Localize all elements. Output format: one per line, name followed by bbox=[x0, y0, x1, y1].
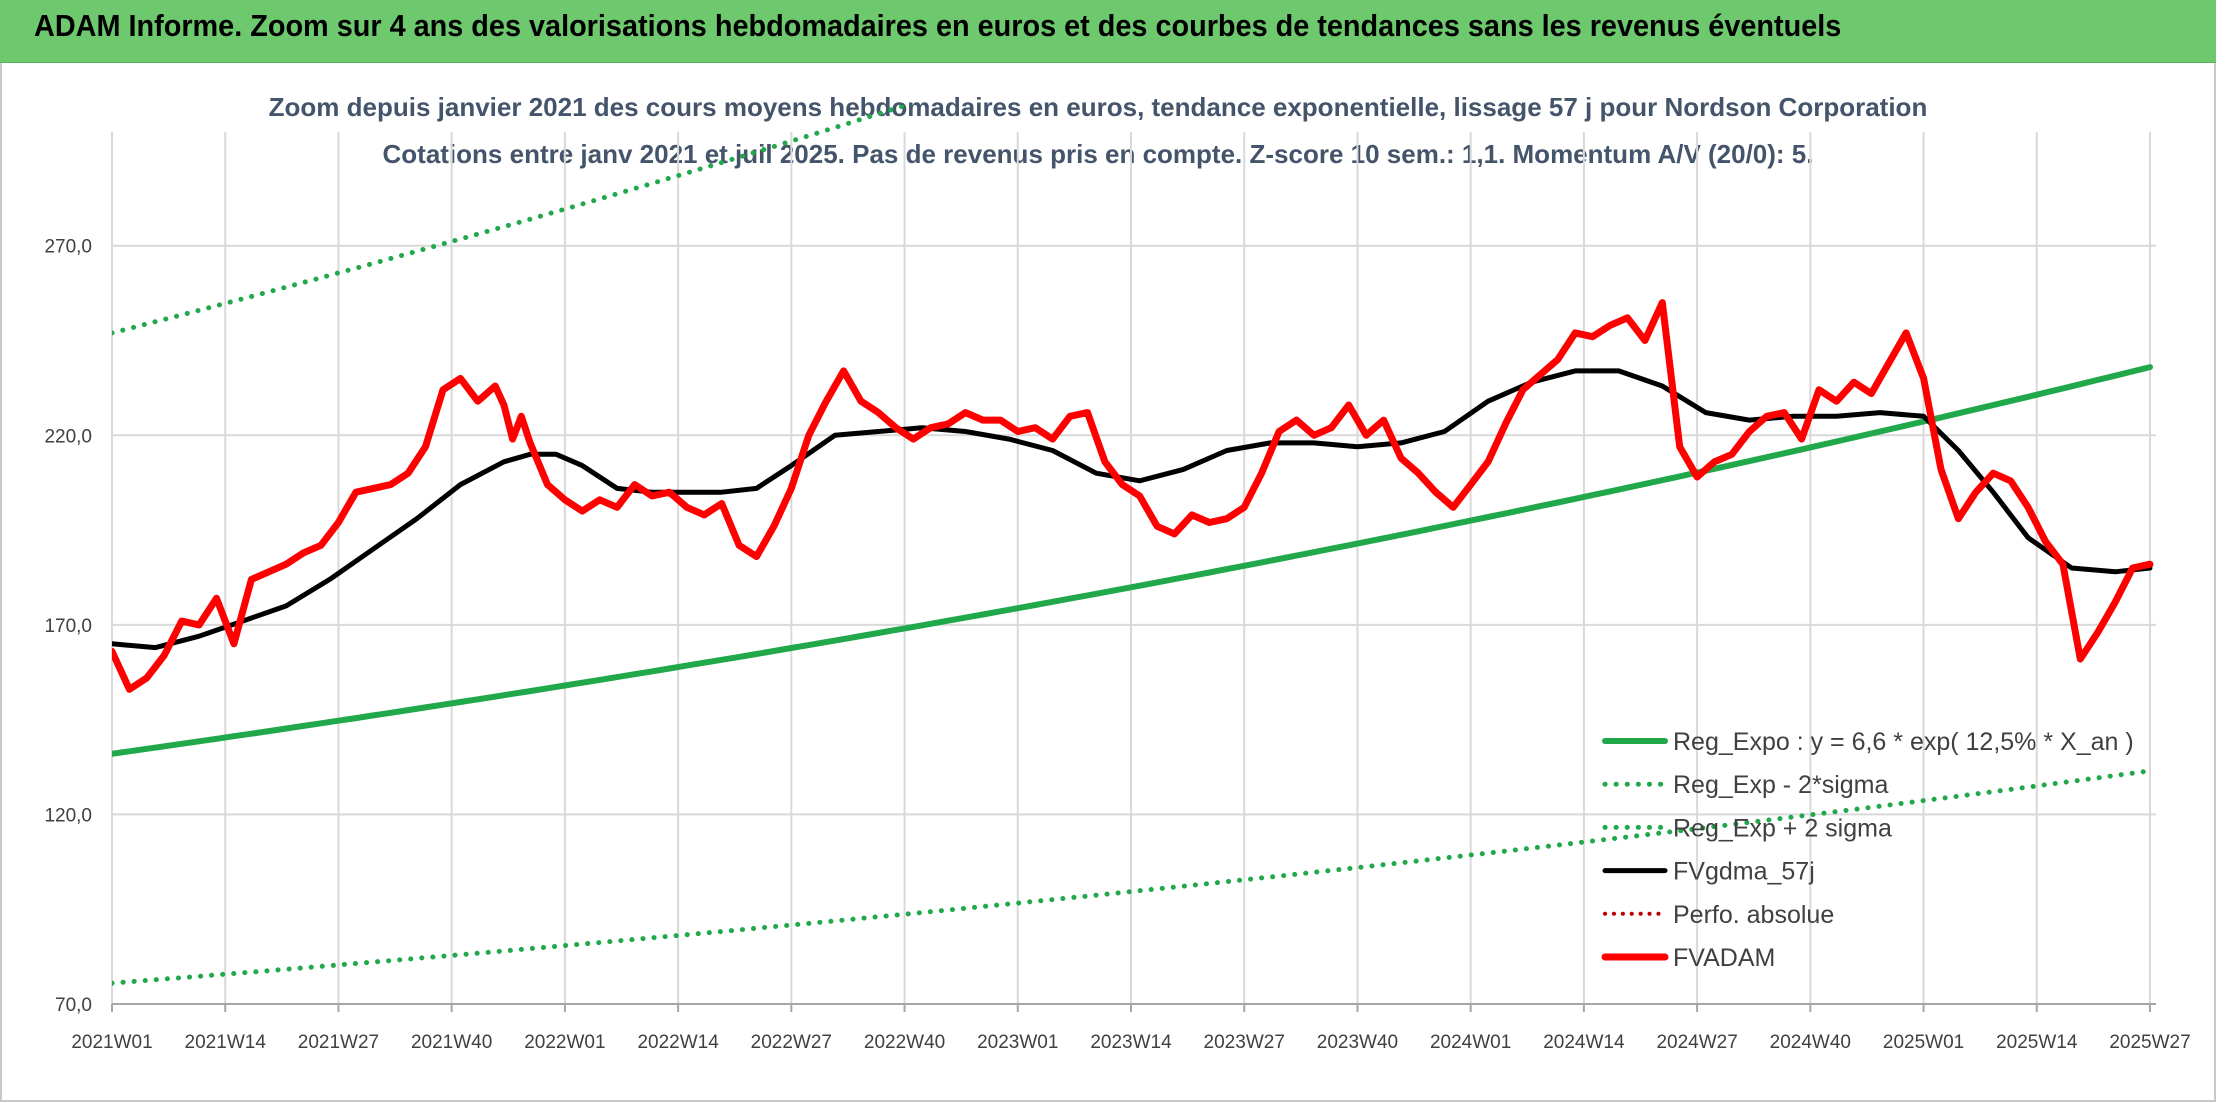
y-tick-label: 70,0 bbox=[55, 995, 92, 1016]
legend-label: Reg_Exp - 2*sigma bbox=[1673, 771, 1888, 799]
legend-label: Perfo. absolue bbox=[1673, 901, 1834, 929]
x-tick-label: 2023W14 bbox=[1090, 1032, 1172, 1053]
series-line-fvgdma-57j bbox=[112, 368, 2153, 651]
x-tick-label: 2022W14 bbox=[637, 1032, 719, 1053]
axis: 70,0 120,0 170,0 220,0 270,0 2021W01 2021W14 20… bbox=[44, 237, 2190, 1053]
chart-title: Zoom depuis janvier 2021 des cours moyen… bbox=[269, 92, 1928, 122]
y-tick-label: 170,0 bbox=[44, 616, 92, 637]
legend-label: FVgdma_57j bbox=[1673, 858, 1815, 886]
x-tick-label: 2024W14 bbox=[1543, 1032, 1625, 1053]
series-line-reg-expo-y-6-6-exp-12-5-x-an bbox=[112, 364, 2153, 757]
legend-label: Reg_Exp + 2 sigma bbox=[1673, 814, 1892, 842]
legend: Reg_Expo : y = 6,6 * exp( 12,5% * X_an )… bbox=[1601, 728, 2134, 972]
series-line-fvadam bbox=[112, 299, 2154, 693]
legend-item: FVgdma_57j bbox=[1602, 858, 1815, 886]
series-layer bbox=[112, 105, 2154, 986]
legend-item: FVADAM bbox=[1601, 944, 1775, 972]
grid bbox=[111, 132, 2156, 1005]
y-tick-label: 220,0 bbox=[44, 426, 92, 447]
x-tick-label: 2021W14 bbox=[185, 1032, 267, 1053]
series-line-reg-exp-2-sigma bbox=[112, 768, 2153, 986]
x-tick-label: 2021W01 bbox=[71, 1032, 152, 1053]
x-tick-label: 2025W14 bbox=[1996, 1032, 2078, 1053]
legend-item: Reg_Exp + 2 sigma bbox=[1602, 814, 1892, 842]
legend-label: Reg_Expo : y = 6,6 * exp( 12,5% * X_an ) bbox=[1673, 728, 2134, 756]
x-tick-label: 2024W27 bbox=[1656, 1032, 1737, 1053]
legend-item: Perfo. absolue bbox=[1603, 901, 1834, 929]
x-tick-label: 2025W01 bbox=[1883, 1032, 1964, 1053]
x-tick-label: 2023W40 bbox=[1317, 1032, 1398, 1053]
chart-subtitle: Cotations entre janv 2021 et juil 2025. … bbox=[383, 139, 1814, 169]
legend-item: Reg_Exp - 2*sigma bbox=[1602, 771, 1888, 799]
x-tick-label: 2022W27 bbox=[751, 1032, 832, 1053]
x-tick-label: 2021W27 bbox=[298, 1032, 379, 1053]
x-tick-label: 2024W01 bbox=[1430, 1032, 1511, 1053]
x-tick-label: 2023W01 bbox=[977, 1032, 1058, 1053]
y-tick-label: 270,0 bbox=[44, 237, 92, 258]
legend-label: FVADAM bbox=[1673, 944, 1775, 972]
y-tick-label: 120,0 bbox=[44, 805, 92, 826]
report-banner: ADAM Informe. Zoom sur 4 ans des valoris… bbox=[0, 0, 2216, 63]
x-tick-label: 2022W01 bbox=[524, 1032, 605, 1053]
legend-item: Reg_Expo : y = 6,6 * exp( 12,5% * X_an ) bbox=[1602, 728, 2134, 756]
x-tick-label: 2024W40 bbox=[1770, 1032, 1851, 1053]
x-tick-label: 2021W40 bbox=[411, 1032, 492, 1053]
x-tick-label: 2023W27 bbox=[1204, 1032, 1285, 1053]
report-title: ADAM Informe. Zoom sur 4 ans des valoris… bbox=[34, 8, 1842, 43]
x-tick-label: 2025W27 bbox=[2109, 1032, 2190, 1053]
x-tick-label: 2022W40 bbox=[864, 1032, 945, 1053]
